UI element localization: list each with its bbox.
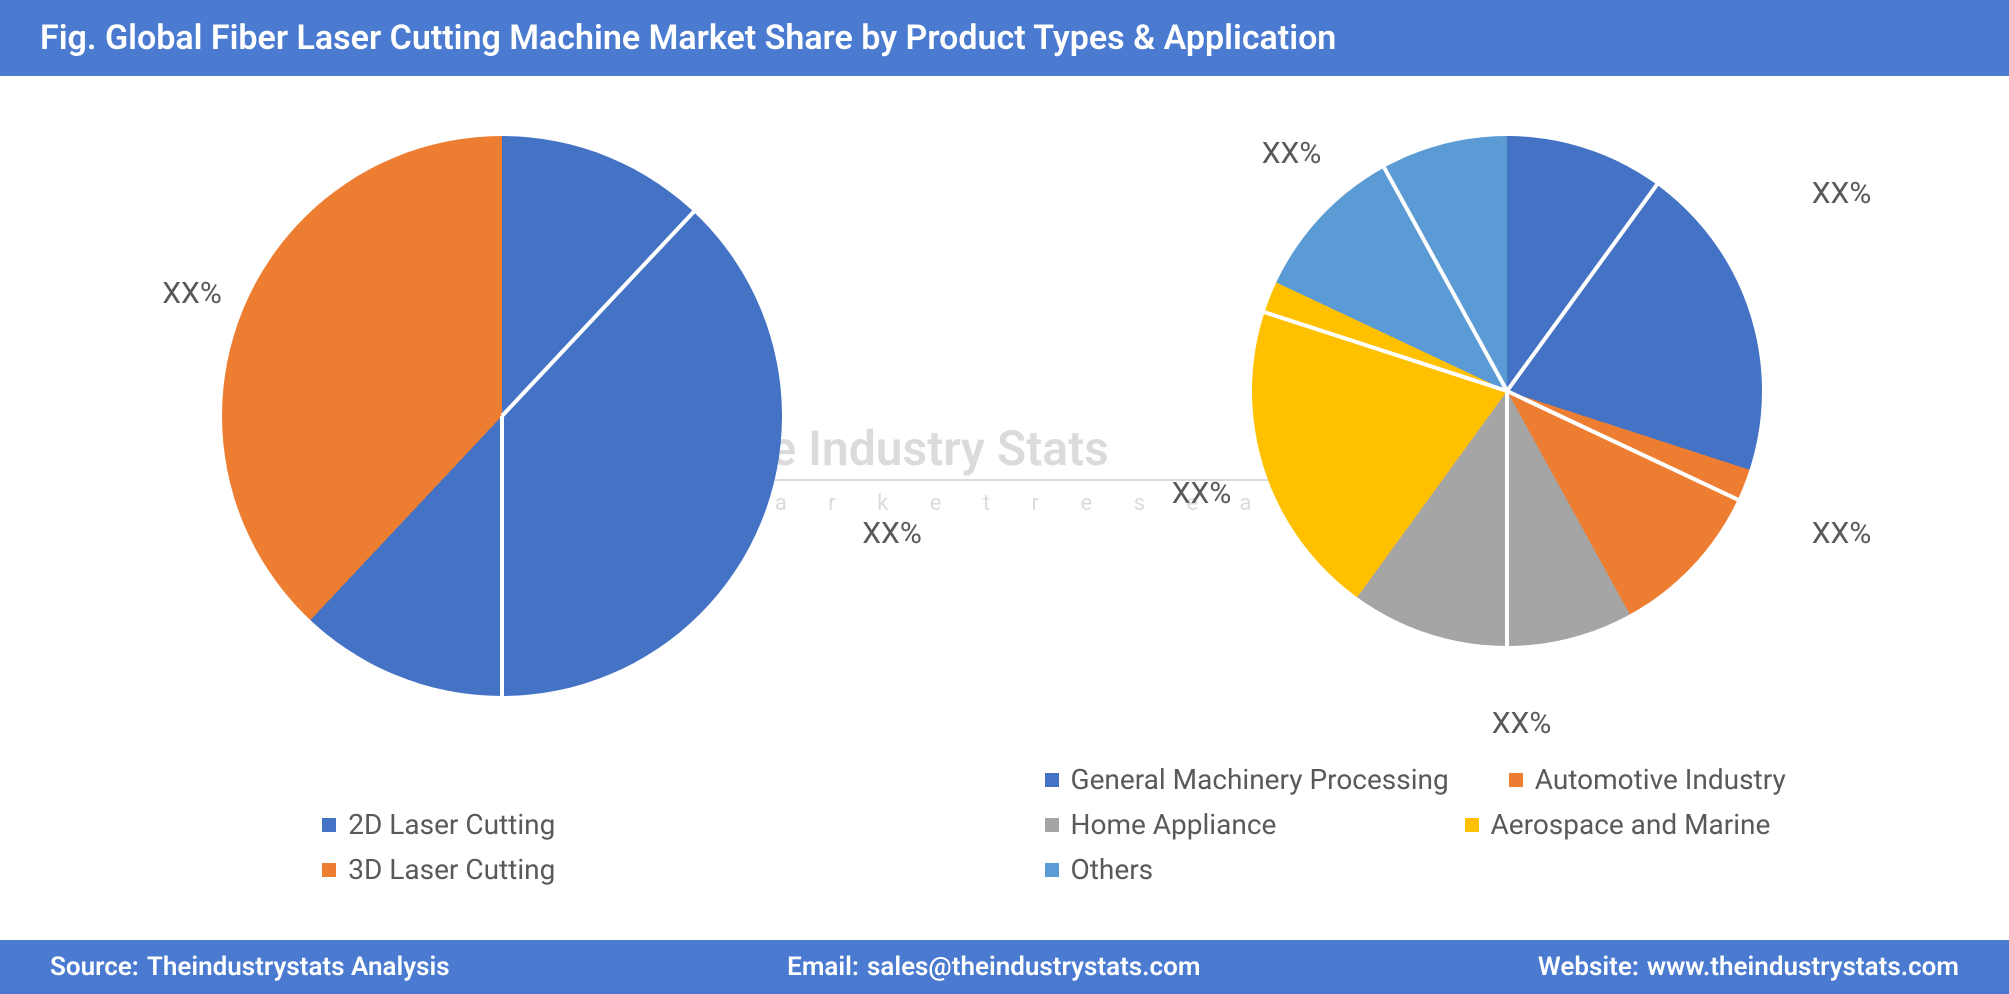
title-bar: Fig. Global Fiber Laser Cutting Machine …: [0, 0, 2009, 76]
legend-item: Home Appliance: [1045, 808, 1405, 841]
legend-swatch: [322, 863, 336, 877]
legend-item: Others: [1045, 853, 1405, 886]
pie-left-wrap: XX%XX%: [222, 136, 782, 696]
legend-swatch: [1045, 818, 1059, 832]
legend-label: Aerospace and Marine: [1491, 808, 1771, 841]
footer-source-label: Source:: [50, 952, 139, 982]
footer-source: Source: Theindustrystats Analysis: [50, 952, 450, 982]
pie-data-label: XX%: [162, 276, 222, 311]
legend-swatch: [1465, 818, 1479, 832]
left-chart-panel: XX%XX% 2D Laser Cutting3D Laser Cutting: [0, 76, 1005, 916]
footer-email-label: Email:: [787, 952, 859, 982]
legend-item: Aerospace and Marine: [1465, 808, 1825, 841]
legend-application: General Machinery Processing Automotive I…: [1005, 763, 2009, 886]
footer-bar: Source: Theindustrystats Analysis Email:…: [0, 936, 2009, 994]
footer-website-label: Website:: [1538, 952, 1639, 982]
chart-area: The Industry Stats m a r k e t r e s e a…: [0, 76, 2009, 916]
legend-item: General Machinery Processing: [1045, 763, 1449, 796]
legend-item: 2D Laser Cutting: [322, 808, 682, 841]
pie-chart-product-types: [222, 136, 782, 696]
legend-swatch: [1045, 773, 1059, 787]
footer-website-value: www.theindustrystats.com: [1647, 952, 1959, 982]
legend-swatch: [1045, 863, 1059, 877]
legend-label: General Machinery Processing: [1071, 763, 1449, 796]
pie-data-label: XX%: [1492, 706, 1552, 741]
legend-label: Automotive Industry: [1535, 763, 1786, 796]
footer-source-value: Theindustrystats Analysis: [147, 952, 450, 982]
pie-data-label: XX%: [1172, 476, 1232, 511]
footer-website: Website: www.theindustrystats.com: [1538, 952, 1959, 982]
legend-label: Others: [1071, 853, 1154, 886]
pie-data-label: XX%: [1262, 136, 1322, 171]
legend-item: 3D Laser Cutting: [322, 853, 682, 886]
legend-label: 2D Laser Cutting: [348, 808, 555, 841]
right-chart-panel: XX%XX%XX%XX%XX% General Machinery Proces…: [1005, 76, 2009, 916]
pie-data-label: XX%: [1812, 516, 1872, 551]
footer-email: Email: sales@theindustrystats.com: [787, 952, 1200, 982]
legend-swatch: [322, 818, 336, 832]
legend-swatch: [1509, 773, 1523, 787]
pie-data-label: XX%: [862, 516, 922, 551]
legend-item: Automotive Industry: [1509, 763, 1869, 796]
page-title: Fig. Global Fiber Laser Cutting Machine …: [40, 18, 1336, 58]
legend-label: Home Appliance: [1071, 808, 1277, 841]
pie-chart-application: [1252, 136, 1762, 646]
pie-data-label: XX%: [1812, 176, 1872, 211]
footer-email-value: sales@theindustrystats.com: [867, 952, 1200, 982]
pie-right-wrap: XX%XX%XX%XX%XX%: [1252, 136, 1762, 646]
legend-product-types: 2D Laser Cutting 3D Laser Cutting: [0, 808, 1005, 886]
legend-label: 3D Laser Cutting: [348, 853, 555, 886]
